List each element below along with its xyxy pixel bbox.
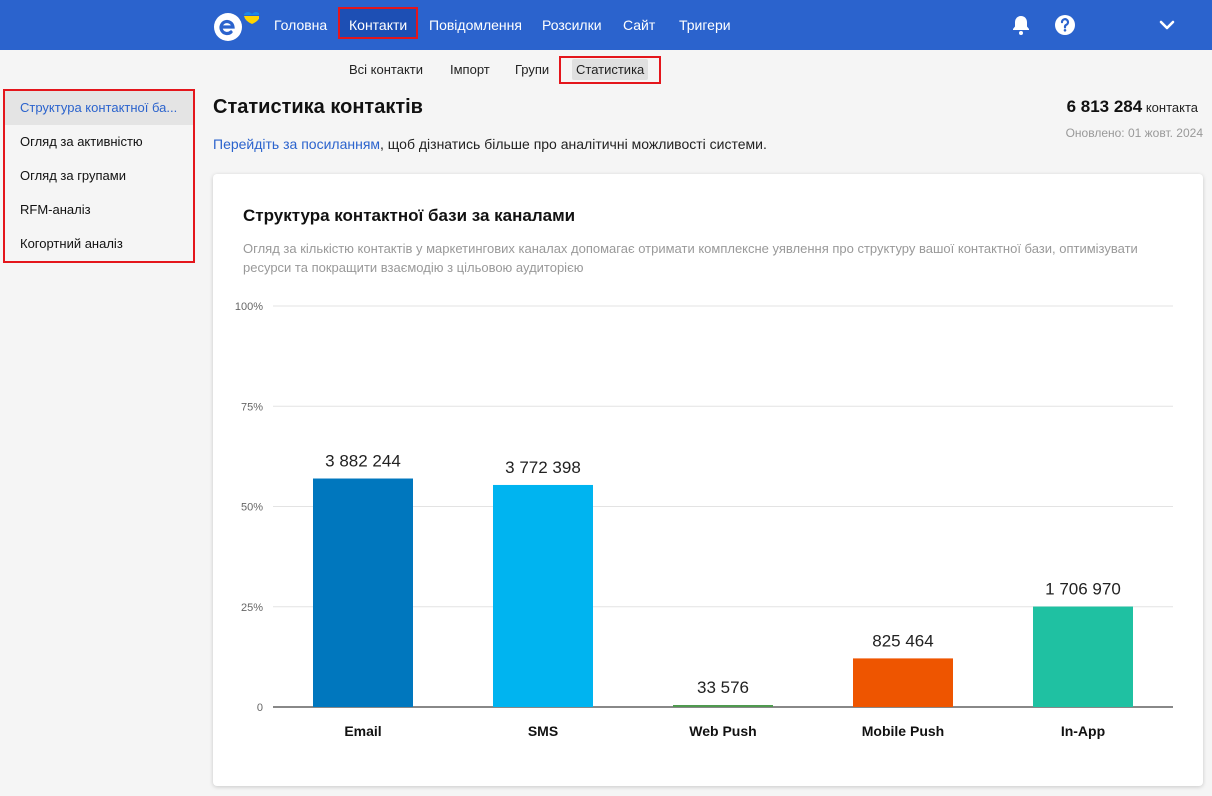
- bell-icon[interactable]: [1009, 13, 1033, 37]
- nav-messages[interactable]: Повідомлення: [429, 17, 522, 33]
- card-description: Огляд за кількістю контактів у маркетинг…: [243, 241, 1138, 275]
- sidebar: Структура контактної ба... Огляд за акти…: [3, 89, 195, 263]
- bar-value-label: 3 772 398: [505, 458, 581, 477]
- bar-email: [313, 478, 413, 707]
- y-tick-label: 25%: [241, 602, 263, 614]
- subnav-groups[interactable]: Групи: [515, 62, 550, 77]
- nav-home[interactable]: Головна: [274, 17, 328, 33]
- category-label: Mobile Push: [862, 723, 944, 739]
- y-tick-label: 75%: [241, 401, 263, 413]
- logo-icon[interactable]: [211, 8, 259, 44]
- page-title: Статистика контактів: [213, 96, 423, 118]
- bar-value-label: 33 576: [697, 678, 749, 697]
- channel-bar-chart: 0 25% 50% 75% 100% 3 882 244 Email 3 772 398 SMS…: [235, 301, 1173, 739]
- bar-in-app: [1033, 606, 1133, 707]
- subnav-statistics[interactable]: Статистика: [559, 56, 662, 84]
- y-tick-label: 0: [257, 702, 263, 714]
- nav-campaigns[interactable]: Розсилки: [542, 17, 602, 33]
- y-tick-label: 100%: [235, 301, 263, 313]
- bar-value-label: 1 706 970: [1045, 580, 1121, 599]
- sidebar-item-structure[interactable]: Структура контактної ба...: [5, 91, 193, 125]
- help-icon[interactable]: [1053, 13, 1077, 37]
- updated-date: Оновлено: 01 жовт. 2024: [1065, 126, 1203, 140]
- page-description: Перейдіть за посиланням, щоб дізнатись б…: [213, 136, 767, 152]
- bar-value-label: 825 464: [872, 631, 933, 650]
- y-tick-label: 50%: [241, 502, 263, 514]
- sidebar-item-cohort[interactable]: Когортний аналіз: [20, 236, 123, 251]
- bar-web-push: [673, 705, 773, 707]
- channel-structure-card: 0 25% 50% 75% 100% 3 882 244 Email 3 772 398 SMS…: [213, 174, 1203, 786]
- nav-site[interactable]: Сайт: [623, 17, 656, 33]
- category-label: SMS: [528, 723, 558, 739]
- sidebar-item-groups[interactable]: Огляд за групами: [20, 168, 126, 183]
- nav-contacts[interactable]: Контакти: [338, 7, 419, 39]
- chevron-down-icon[interactable]: [1155, 13, 1179, 37]
- analytics-link[interactable]: Перейдіть за посиланням: [213, 136, 381, 152]
- page-description-text: , щоб дізнатись більше про аналітичні мо…: [380, 136, 767, 152]
- total-contacts-value: 6 813 284: [1066, 97, 1143, 116]
- bar-mobile-push: [853, 658, 953, 707]
- sidebar-item-rfm[interactable]: RFM-аналіз: [20, 202, 91, 217]
- total-contacts: 6 813 284 контакта: [1067, 97, 1198, 117]
- top-navigation-bar: Головна Контакти Повідомлення Розсилки С…: [0, 0, 1212, 50]
- bar-value-label: 3 882 244: [325, 452, 401, 471]
- bar-sms: [493, 484, 593, 707]
- card-title: Структура контактної бази за каналами: [243, 206, 576, 225]
- category-label: Email: [344, 723, 381, 739]
- nav-triggers[interactable]: Тригери: [679, 17, 731, 33]
- subnav-import[interactable]: Імпорт: [450, 62, 490, 77]
- category-label: Web Push: [689, 723, 756, 739]
- subnav-all-contacts[interactable]: Всі контакти: [349, 62, 424, 77]
- category-label: In-App: [1061, 723, 1105, 739]
- subnav-statistics-label: Статистика: [572, 59, 649, 80]
- sidebar-item-activity[interactable]: Огляд за активністю: [20, 134, 143, 149]
- total-contacts-unit: контакта: [1145, 100, 1198, 115]
